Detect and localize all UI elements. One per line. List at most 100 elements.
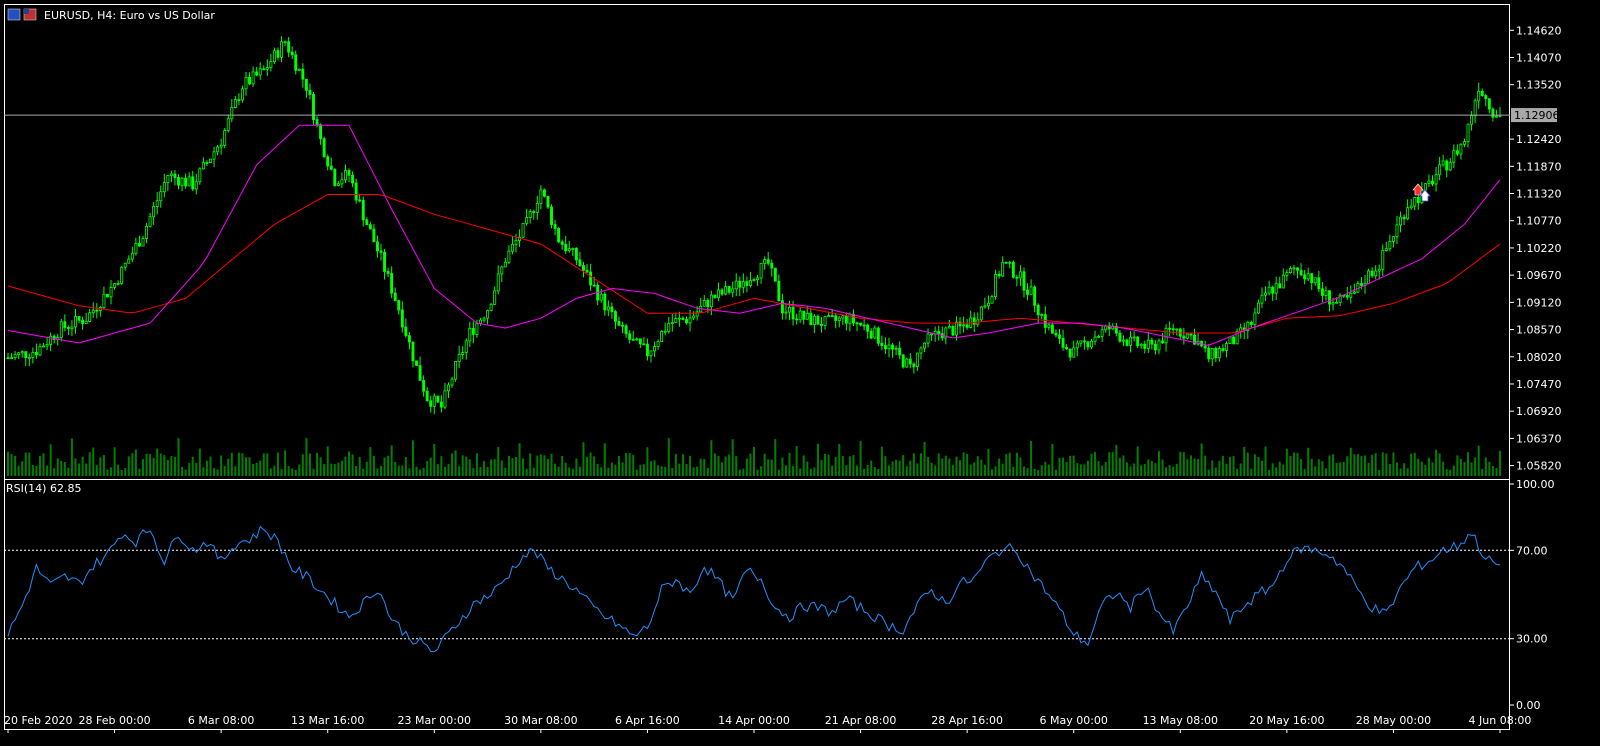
volume-bar	[156, 448, 159, 476]
candle-body	[1370, 270, 1374, 277]
candle-body	[539, 189, 543, 204]
volume-bar	[127, 456, 130, 476]
volume-bar	[49, 444, 52, 476]
volume-bar	[546, 458, 549, 476]
volume-bar	[1392, 452, 1395, 476]
volume-bar	[461, 455, 464, 476]
candle-body	[1367, 270, 1371, 284]
volume-bar	[774, 439, 777, 476]
price-axis-label: 1.13520	[1516, 79, 1562, 92]
current-price-tag: 1.12906	[1511, 108, 1560, 123]
candle-body	[106, 293, 109, 298]
candle-body	[1423, 183, 1427, 191]
volume-bar	[475, 453, 478, 476]
candle-body	[791, 306, 795, 320]
volume-bar	[1143, 464, 1146, 476]
candle-body	[102, 293, 106, 308]
price-axis-label: 1.05820	[1516, 460, 1562, 473]
candle-body	[422, 379, 426, 392]
candle-body	[262, 68, 266, 71]
volume-bar	[898, 460, 901, 476]
candle-body	[1278, 283, 1282, 289]
volume-bar	[63, 462, 66, 476]
volume-bar	[1232, 456, 1235, 476]
candle-body	[876, 327, 880, 344]
volume-bar	[689, 455, 692, 476]
candle-body	[1359, 283, 1363, 286]
candle-body	[319, 124, 323, 140]
candle-body	[1402, 216, 1406, 220]
candle-body	[628, 333, 632, 340]
candle-body	[1018, 271, 1022, 279]
trade-arrows[interactable]	[1412, 183, 1431, 202]
candle-body	[1146, 339, 1150, 349]
candle-body	[162, 182, 166, 193]
volume-bar	[639, 464, 642, 476]
volume-bar	[443, 466, 446, 476]
volume-bar	[859, 441, 862, 476]
candle-body	[731, 288, 735, 293]
volume-bar	[1225, 463, 1228, 476]
candle-body	[1121, 339, 1125, 342]
volume-bar	[667, 438, 670, 476]
price-axis[interactable]: 1.14620 1.14070 1.13520 1.12420 1.11870 1.113…	[1510, 24, 1562, 473]
volume-bar	[70, 438, 73, 476]
volume-bar	[1435, 449, 1438, 476]
time-axis[interactable]: 20 Feb 2020 28 Feb 00:00 6 Mar 08:00 13 Mar…	[4, 714, 1531, 733]
volume-bar	[326, 446, 329, 476]
volume-bar	[433, 444, 436, 476]
candle-body	[194, 181, 198, 190]
volume-bar	[518, 443, 521, 476]
candle-body	[1193, 334, 1196, 345]
volume-bar	[1161, 459, 1164, 476]
volume-bar	[181, 466, 184, 476]
candle-body	[205, 162, 209, 164]
candle-body	[294, 54, 298, 71]
candle-body	[766, 259, 770, 264]
price-axis-label: 1.07470	[1516, 378, 1562, 391]
candle-body	[315, 119, 319, 126]
volume-bar	[1019, 457, 1022, 476]
volume-bar	[95, 465, 98, 476]
volume-bar	[504, 467, 507, 476]
candle-body	[219, 144, 223, 148]
us-flag-canton	[24, 9, 29, 14]
volume-bar	[67, 467, 70, 476]
volume-bar	[1012, 466, 1015, 476]
volume-bar	[880, 446, 883, 476]
candle-body	[621, 324, 625, 327]
volume-bar	[348, 451, 351, 476]
buy-arrow-icon[interactable]	[1419, 189, 1431, 202]
volume-bar	[649, 461, 652, 476]
volume-bar	[514, 457, 517, 476]
volume-bar	[539, 454, 542, 476]
candle-body	[997, 274, 1001, 277]
candle-body	[81, 319, 85, 324]
time-axis-label: 14 Apr 00:00	[718, 714, 790, 727]
candle-body	[649, 350, 653, 357]
candle-body	[1399, 216, 1402, 226]
volume-bar	[713, 453, 716, 476]
candle-body	[567, 248, 571, 252]
volume-bar	[1189, 455, 1192, 476]
volume-bar	[1488, 461, 1491, 476]
candle-body	[1175, 328, 1179, 331]
candle-body	[251, 71, 255, 85]
candle-body	[887, 344, 891, 350]
time-axis-label: 13 May 08:00	[1143, 714, 1218, 727]
volume-bar	[1030, 440, 1033, 476]
volume-bar	[468, 459, 471, 476]
volume-bar	[657, 465, 660, 476]
candle-body	[1310, 273, 1314, 284]
rsi-axis[interactable]: 100.00 70.00 30.00 0.00	[1510, 478, 1555, 712]
candle-body	[713, 294, 717, 299]
sell-arrow-icon[interactable]	[1412, 183, 1424, 196]
price-axis-label: 1.09670	[1516, 269, 1562, 282]
candle-body	[38, 346, 42, 356]
candle-body	[1079, 340, 1083, 344]
candle-body	[187, 176, 191, 187]
candle-body	[1022, 271, 1026, 291]
volume-bar	[440, 456, 443, 476]
